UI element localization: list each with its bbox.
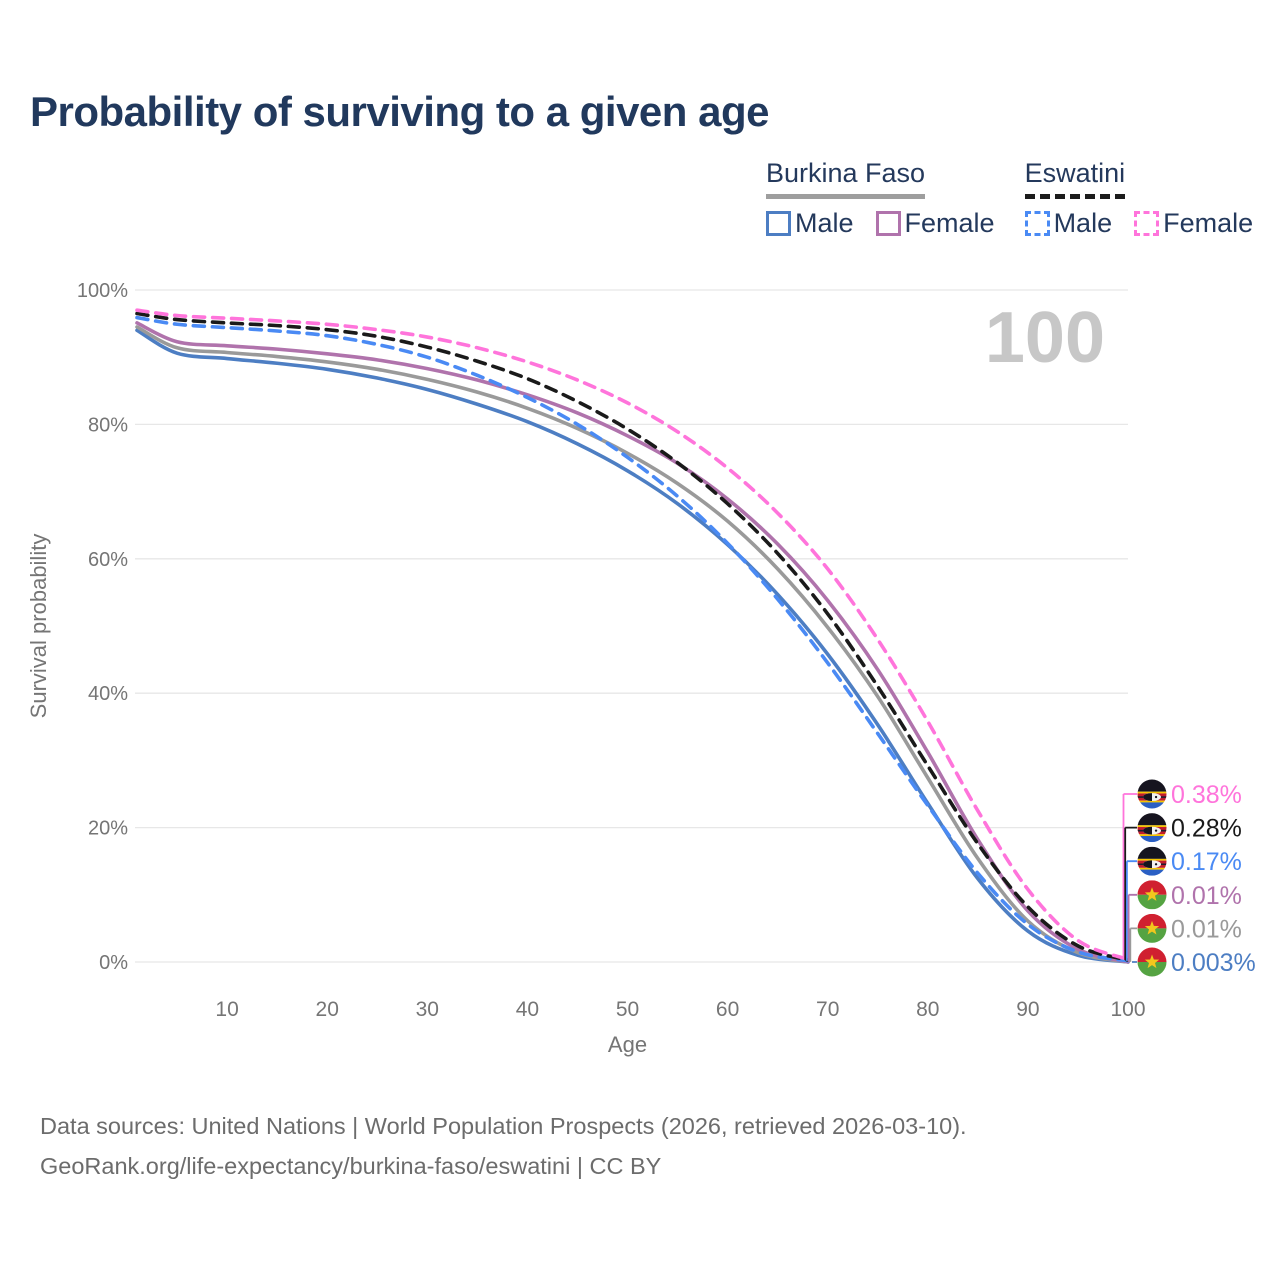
end-value-label-eswatini-both-sexes: 0.28% xyxy=(1171,815,1242,843)
series-line-burkina-faso-both-sexes xyxy=(135,325,1130,964)
end-value-label-burkina-faso-male: 0.003% xyxy=(1171,949,1256,977)
x-tick-label: 80 xyxy=(916,998,939,1021)
y-tick-label: 60% xyxy=(88,549,128,571)
end-value-label-eswatini-female: 0.38% xyxy=(1171,781,1242,809)
legend-label-eswatini-male[interactable]: Male xyxy=(1053,208,1113,238)
legend-group-burkina-faso: Burkina Faso Male Female xyxy=(766,158,995,239)
page-title: Probability of surviving to a given age xyxy=(30,88,769,135)
legend-swatch-burkina-faso-male[interactable] xyxy=(766,211,791,236)
legend-label-burkina-faso-male[interactable]: Male xyxy=(795,208,854,238)
end-label-connector xyxy=(1129,927,1137,962)
legend-group-title-burkina-faso: Burkina Faso xyxy=(766,158,926,199)
x-tick-label: 90 xyxy=(1016,998,1039,1021)
series-line-burkina-faso-male xyxy=(135,328,1130,964)
legend-group-title-eswatini: Eswatini xyxy=(1024,158,1126,199)
flag-icon-burkina-faso xyxy=(1137,913,1167,943)
x-tick-label: 40 xyxy=(516,998,539,1021)
y-tick-label: 20% xyxy=(88,818,128,840)
end-value-label-burkina-faso-female: 0.01% xyxy=(1171,882,1242,910)
chart-footer: Data sources: United Nations | World Pop… xyxy=(40,1106,967,1186)
flag-icon-eswatini xyxy=(1137,846,1167,876)
legend-swatch-burkina-faso-female[interactable] xyxy=(875,211,901,236)
flag-icon-burkina-faso xyxy=(1137,880,1167,910)
x-tick-label: 50 xyxy=(616,998,639,1021)
legend-row-burkina-faso: Male Female xyxy=(766,208,995,239)
age-annotation: 100 xyxy=(985,298,1105,378)
y-tick-label: 100% xyxy=(77,280,128,302)
x-tick-label: 60 xyxy=(716,998,739,1021)
legend-group-eswatini: Eswatini Male Female xyxy=(1024,158,1254,239)
flag-icon-eswatini xyxy=(1137,779,1167,809)
y-tick-label: 40% xyxy=(88,683,128,705)
footer-data-sources: Data sources: United Nations | World Pop… xyxy=(40,1113,967,1139)
legend-label-burkina-faso-female[interactable]: Female xyxy=(904,208,995,238)
legend-swatch-eswatini-female[interactable] xyxy=(1134,211,1160,236)
x-tick-label: 100 xyxy=(1110,998,1145,1021)
x-tick-label: 10 xyxy=(215,998,238,1021)
end-value-label-burkina-faso-both-sexes: 0.01% xyxy=(1171,915,1242,943)
flag-icon-burkina-faso xyxy=(1137,947,1167,977)
footer-attribution: GeoRank.org/life-expectancy/burkina-faso… xyxy=(40,1153,662,1179)
legend-swatch-eswatini-male[interactable] xyxy=(1024,211,1050,236)
x-tick-label: 30 xyxy=(416,998,439,1021)
end-label-connector xyxy=(1127,893,1137,962)
end-label-connector xyxy=(1126,860,1137,961)
end-value-label-eswatini-male: 0.17% xyxy=(1171,848,1242,876)
x-tick-label: 20 xyxy=(316,998,339,1021)
series-line-burkina-faso-female xyxy=(135,321,1130,964)
end-label-connector xyxy=(1124,826,1137,961)
end-label-connector xyxy=(1122,793,1137,960)
flag-icon-eswatini xyxy=(1137,813,1167,843)
y-tick-label: 0% xyxy=(99,952,128,974)
legend-label-eswatini-female[interactable]: Female xyxy=(1163,208,1254,238)
y-axis-label: Survival probability xyxy=(26,534,51,719)
legend-row-eswatini: Male Female xyxy=(1024,208,1254,239)
x-axis-label: Age xyxy=(608,1032,647,1057)
series-line-eswatini-both-sexes xyxy=(135,311,1130,962)
series-line-eswatini-female xyxy=(135,308,1130,962)
series-line-eswatini-male xyxy=(135,315,1130,963)
x-tick-label: 70 xyxy=(816,998,839,1021)
legend: Burkina Faso Male Female Eswatini Male F… xyxy=(766,158,1253,239)
y-tick-label: 80% xyxy=(88,414,128,436)
